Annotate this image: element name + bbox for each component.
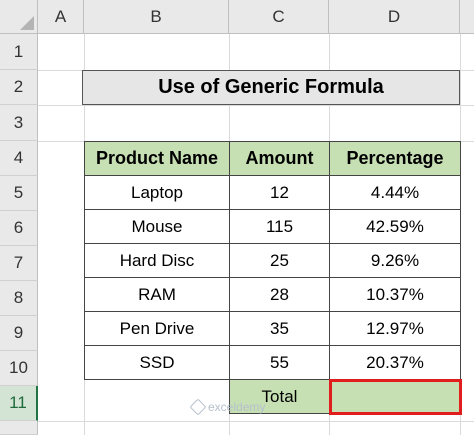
row-header-1[interactable]: 1 xyxy=(0,34,38,70)
table-row: Pen Drive 35 12.97% xyxy=(84,311,461,346)
row-header-12[interactable] xyxy=(0,421,38,435)
amount-cell[interactable]: 115 xyxy=(229,209,330,244)
percentage-cell[interactable]: 10.37% xyxy=(329,277,461,312)
product-cell[interactable]: RAM xyxy=(84,277,230,312)
title-cell[interactable]: Use of Generic Formula xyxy=(82,70,460,105)
column-header-b[interactable]: B xyxy=(84,0,229,34)
table-row: Laptop 12 4.44% xyxy=(84,175,461,210)
watermark-logo: exceldemy xyxy=(189,398,266,416)
row-header-7[interactable]: 7 xyxy=(0,246,38,281)
gridline xyxy=(460,34,461,435)
amount-cell[interactable]: 25 xyxy=(229,243,330,278)
percentage-cell[interactable]: 4.44% xyxy=(329,175,461,210)
amount-cell[interactable]: 12 xyxy=(229,175,330,210)
header-percentage[interactable]: Percentage xyxy=(329,141,461,176)
header-product-name[interactable]: Product Name xyxy=(84,141,230,176)
total-row: Total xyxy=(85,378,462,415)
column-header-d[interactable]: D xyxy=(329,0,460,34)
row-header-2[interactable]: 2 xyxy=(0,70,38,105)
table-row: Mouse 115 42.59% xyxy=(84,209,461,244)
row-header-8[interactable]: 8 xyxy=(0,281,38,316)
table-row: RAM 28 10.37% xyxy=(84,277,461,312)
total-value-cell-selected[interactable] xyxy=(328,378,462,415)
row-header-11[interactable]: 11 xyxy=(0,386,38,421)
product-cell[interactable]: Laptop xyxy=(84,175,230,210)
data-table: Product Name Amount Percentage Laptop 12… xyxy=(84,141,462,415)
amount-cell[interactable]: 28 xyxy=(229,277,330,312)
header-amount[interactable]: Amount xyxy=(229,141,330,176)
percentage-cell[interactable]: 12.97% xyxy=(329,311,461,346)
row-header-9[interactable]: 9 xyxy=(0,316,38,351)
row-header-10[interactable]: 10 xyxy=(0,351,38,386)
gridline xyxy=(38,421,474,422)
total-label-cell[interactable]: Total xyxy=(229,379,330,414)
table-row: Hard Disc 25 9.26% xyxy=(84,243,461,278)
column-header-next[interactable] xyxy=(460,0,474,34)
row-header-4[interactable]: 4 xyxy=(0,141,38,176)
exceldemy-logo-icon xyxy=(189,398,207,416)
product-cell[interactable]: SSD xyxy=(84,345,230,380)
watermark-text: exceldemy xyxy=(208,400,266,414)
product-cell[interactable]: Hard Disc xyxy=(84,243,230,278)
product-cell[interactable]: Mouse xyxy=(84,209,230,244)
select-all-corner[interactable] xyxy=(0,0,38,34)
gridline xyxy=(38,105,474,106)
column-header-c[interactable]: C xyxy=(229,0,329,34)
row-header-3[interactable]: 3 xyxy=(0,105,38,141)
amount-cell[interactable]: 35 xyxy=(229,311,330,346)
amount-cell[interactable]: 55 xyxy=(229,345,330,380)
table-row: SSD 55 20.37% xyxy=(84,345,461,380)
row-header-5[interactable]: 5 xyxy=(0,176,38,211)
percentage-cell[interactable]: 9.26% xyxy=(329,243,461,278)
percentage-cell[interactable]: 42.59% xyxy=(329,209,461,244)
product-cell[interactable]: Pen Drive xyxy=(84,311,230,346)
percentage-cell[interactable]: 20.37% xyxy=(329,345,461,380)
column-header-a[interactable]: A xyxy=(38,0,84,34)
row-header-6[interactable]: 6 xyxy=(0,211,38,246)
